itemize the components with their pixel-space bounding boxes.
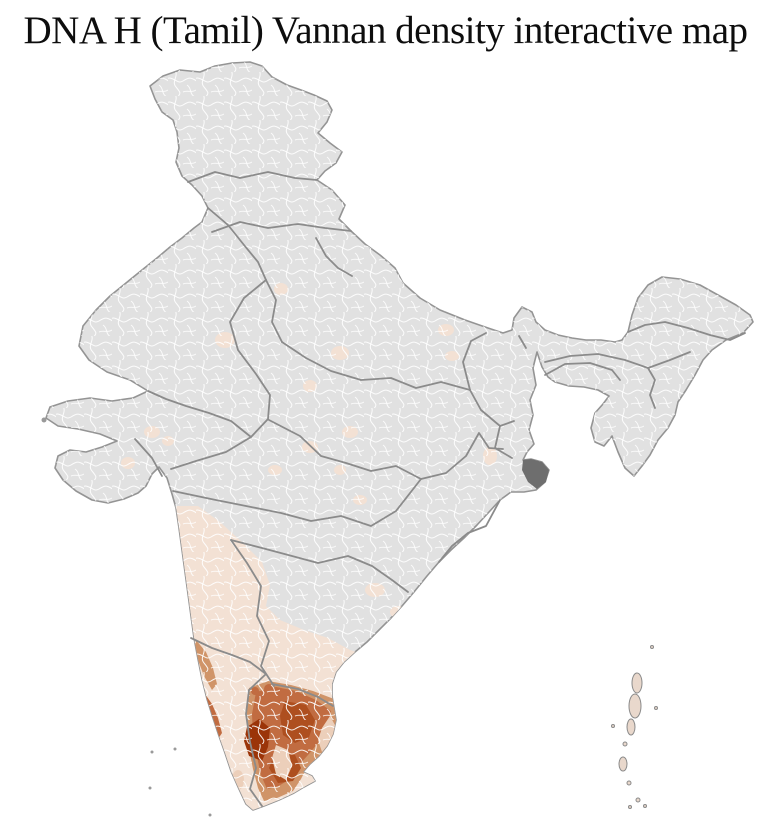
- island[interactable]: [631, 672, 643, 694]
- island[interactable]: [654, 706, 658, 710]
- kutch-islet: [41, 417, 47, 423]
- island[interactable]: [626, 718, 636, 736]
- low-density-district[interactable]: [121, 457, 135, 469]
- sundarbans-delta: [522, 459, 549, 489]
- island[interactable]: [618, 756, 628, 772]
- island[interactable]: [628, 693, 642, 719]
- low-density-district[interactable]: [274, 283, 288, 295]
- island[interactable]: [611, 724, 615, 728]
- high-density-dot[interactable]: [264, 684, 274, 694]
- island[interactable]: [150, 750, 154, 754]
- island[interactable]: [622, 741, 628, 747]
- low-density-district[interactable]: [445, 351, 459, 361]
- low-density-district[interactable]: [303, 380, 317, 392]
- low-density-district[interactable]: [215, 332, 235, 348]
- lakshadweep-islands[interactable]: [148, 747, 212, 817]
- low-density-district[interactable]: [342, 426, 358, 438]
- india-map[interactable]: [41, 61, 754, 817]
- island[interactable]: [643, 804, 647, 808]
- island[interactable]: [635, 797, 641, 803]
- island[interactable]: [173, 747, 177, 751]
- island[interactable]: [626, 780, 632, 786]
- low-density-district[interactable]: [334, 465, 346, 475]
- island[interactable]: [628, 805, 632, 809]
- low-density-district[interactable]: [353, 495, 367, 505]
- island[interactable]: [208, 813, 212, 817]
- low-density-district[interactable]: [331, 346, 349, 360]
- low-density-district[interactable]: [268, 465, 282, 475]
- island[interactable]: [148, 786, 152, 790]
- state-borders: [134, 171, 746, 807]
- andaman-islands[interactable]: [611, 645, 658, 809]
- low-density-district[interactable]: [483, 447, 497, 465]
- low-density-district[interactable]: [162, 436, 174, 446]
- low-density-district[interactable]: [438, 324, 454, 336]
- low-density-district[interactable]: [144, 426, 160, 438]
- page-title: DNA H (Tamil) Vannan density interactive…: [23, 9, 748, 52]
- island[interactable]: [650, 645, 654, 649]
- low-density-district[interactable]: [365, 583, 385, 597]
- low-density-district[interactable]: [390, 606, 406, 618]
